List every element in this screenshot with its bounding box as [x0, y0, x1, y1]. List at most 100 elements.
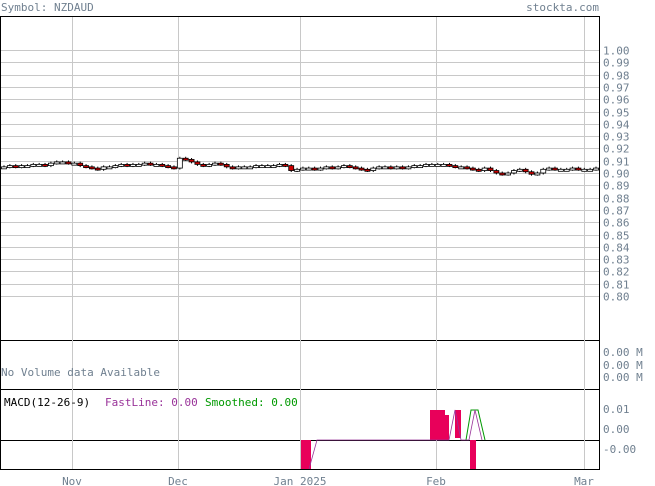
macd-tick: 0.00: [603, 423, 630, 436]
macd-bar: [430, 410, 445, 440]
y-tick-label: 0.98: [603, 70, 630, 83]
candle-body: [317, 167, 324, 171]
candle-body: [77, 162, 84, 167]
volume-tick: 0.00 M: [603, 346, 643, 359]
candle-body: [100, 166, 107, 170]
candle-body: [235, 166, 242, 170]
candle-body: [171, 166, 177, 170]
candle-body: [534, 172, 541, 176]
y-tick-label: 0.92: [603, 143, 630, 156]
volume-tick: 0.00 M: [603, 371, 643, 384]
price-candles: [1, 156, 599, 176]
candle-body: [147, 162, 154, 166]
volume-tick: 0.00 M: [603, 359, 643, 372]
candle-body: [253, 165, 259, 169]
candle-body: [159, 163, 166, 167]
y-tick-label: 1.00: [603, 45, 630, 58]
candle-body: [329, 166, 336, 170]
candle-body: [188, 159, 195, 163]
candle-body: [405, 166, 412, 170]
candle-body: [575, 167, 582, 171]
candle-body: [89, 166, 95, 170]
candle-body: [458, 166, 465, 170]
candle-body: [499, 172, 506, 176]
macd-bar: [445, 415, 449, 440]
candle-body: [346, 165, 353, 169]
candle-body: [6, 165, 13, 169]
candle-body: [569, 167, 576, 171]
y-tick-label: 0.80: [603, 291, 630, 304]
x-tick-label: Jan 2025: [274, 475, 327, 486]
candle-body: [464, 166, 470, 170]
candle-body: [475, 168, 482, 172]
candle-body: [12, 165, 19, 169]
candle-body: [206, 163, 213, 167]
candle-body: [446, 163, 453, 167]
candle-body: [294, 168, 300, 172]
volume-message: No Volume data Available: [1, 366, 160, 379]
y-tick-label: 0.86: [603, 217, 630, 230]
candle-body: [417, 165, 424, 169]
candle-body: [83, 165, 89, 169]
y-axis-ticks: 1.000.990.980.970.960.950.940.930.920.91…: [603, 45, 630, 304]
candle-body: [288, 165, 295, 171]
candle-body: [382, 166, 388, 170]
macd-label: MACD(12-26-9): [4, 396, 90, 409]
macd-smoothed-line: [465, 409, 486, 441]
candle-body: [194, 161, 201, 165]
y-tick-label: 0.99: [603, 57, 630, 70]
y-tick-label: 0.81: [603, 279, 630, 292]
candle-body: [552, 167, 558, 171]
candle-body: [587, 168, 594, 172]
candle-body: [1, 166, 7, 170]
candle-body: [323, 166, 330, 170]
candle-body: [352, 166, 359, 170]
candle-body: [124, 163, 130, 167]
candle-body: [428, 163, 435, 167]
candle-body: [71, 162, 78, 166]
y-tick-label: 0.87: [603, 205, 630, 218]
y-tick-label: 0.84: [603, 242, 630, 255]
y-tick-label: 0.95: [603, 107, 630, 120]
y-tick-label: 0.83: [603, 254, 630, 267]
candle-body: [264, 165, 271, 169]
candle-body: [94, 167, 101, 171]
candle-body: [358, 167, 365, 171]
candle-body: [42, 163, 48, 167]
macd-smoothed-label: Smoothed: 0.00: [205, 396, 298, 409]
macd-histogram: [301, 410, 476, 469]
candle-body: [200, 163, 207, 167]
candle-body: [165, 165, 172, 169]
candle-body: [30, 163, 37, 167]
candle-body: [411, 165, 418, 169]
candle-body: [393, 166, 400, 170]
candle-body: [563, 168, 570, 172]
candle-body: [341, 165, 347, 169]
candle-body: [229, 166, 236, 170]
y-tick-label: 0.90: [603, 168, 630, 181]
candle-body: [516, 168, 523, 172]
x-tick-label: Nov: [62, 475, 82, 486]
candle-body: [540, 168, 547, 174]
price-grid: [1, 17, 599, 469]
y-tick-label: 0.85: [603, 230, 630, 243]
macd-fastline-label: FastLine: 0.00: [105, 396, 198, 409]
candle-body: [135, 163, 142, 167]
candle-body: [18, 165, 25, 169]
candle-body: [376, 166, 383, 170]
site-label: stockta.com: [526, 1, 599, 14]
y-tick-label: 0.93: [603, 131, 630, 144]
candle-body: [212, 162, 218, 166]
macd-bar: [470, 440, 476, 469]
candle-body: [511, 170, 517, 174]
candle-body: [423, 163, 429, 167]
candle-body: [557, 168, 564, 172]
candle-body: [182, 157, 189, 161]
candle-body: [364, 168, 371, 172]
candle-body: [387, 166, 394, 170]
y-tick-label: 0.97: [603, 82, 630, 95]
candle-body: [259, 165, 265, 169]
candle-body: [493, 170, 500, 174]
y-tick-label: 0.96: [603, 94, 630, 107]
